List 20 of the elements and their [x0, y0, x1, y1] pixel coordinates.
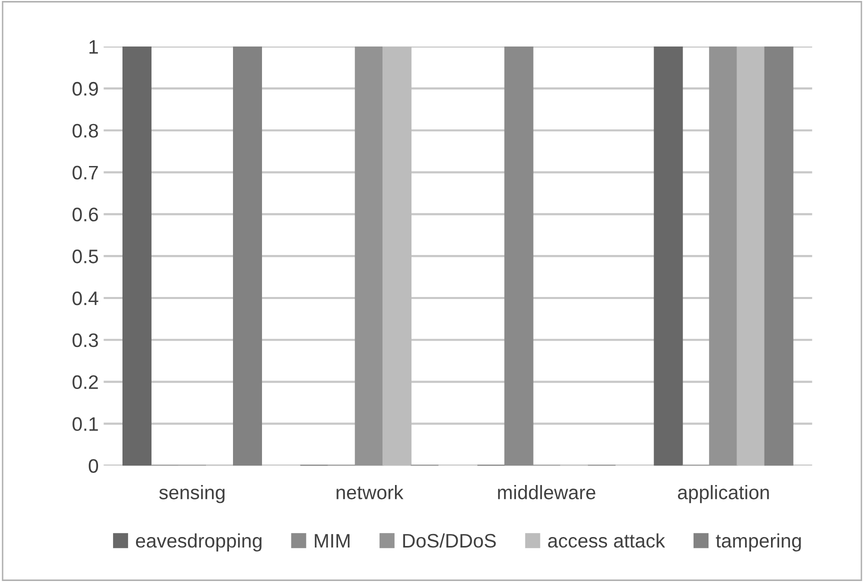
y-tick-label: 0.9	[72, 82, 98, 96]
y-tick-label: 0.7	[72, 166, 98, 180]
legend-label: MIM	[314, 534, 350, 548]
x-tick-label: network	[336, 485, 404, 500]
legend-label: DoS/DDoS	[403, 533, 496, 548]
y-tick-label: 0.6	[72, 208, 98, 222]
legend-label: tampering	[716, 533, 801, 552]
y-tick-label: 0.8	[72, 124, 98, 138]
y-tick-label: 0.1	[72, 417, 98, 431]
y-tick-label: 0.5	[72, 250, 98, 264]
y-tick-label: 0.2	[72, 375, 98, 390]
y-tick-label: 0.4	[72, 291, 98, 306]
legend-label: access attack	[548, 533, 666, 548]
x-tick-label: application	[678, 485, 769, 504]
legend-label: eavesdropping	[136, 533, 262, 552]
x-tick-label: middleware	[498, 485, 596, 500]
y-tick-label: 1	[89, 40, 98, 54]
y-tick-label: 0.3	[72, 333, 98, 348]
x-tick-label: sensing	[159, 485, 224, 504]
y-tick-label: 0	[88, 459, 98, 473]
